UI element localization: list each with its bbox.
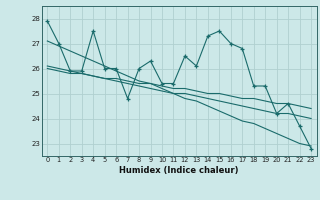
X-axis label: Humidex (Indice chaleur): Humidex (Indice chaleur) (119, 166, 239, 175)
